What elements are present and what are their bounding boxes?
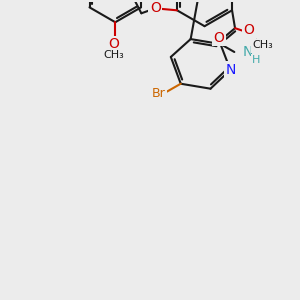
Text: H: H xyxy=(252,42,260,52)
Text: CH₃: CH₃ xyxy=(103,50,124,60)
Text: O: O xyxy=(150,1,161,15)
Text: O: O xyxy=(214,31,225,45)
Text: O: O xyxy=(108,37,119,51)
Text: CH₃: CH₃ xyxy=(252,40,273,50)
Text: N: N xyxy=(243,45,254,59)
Text: N: N xyxy=(225,63,236,77)
Text: O: O xyxy=(244,23,254,37)
Text: Br: Br xyxy=(152,87,166,100)
Text: H: H xyxy=(252,55,260,65)
